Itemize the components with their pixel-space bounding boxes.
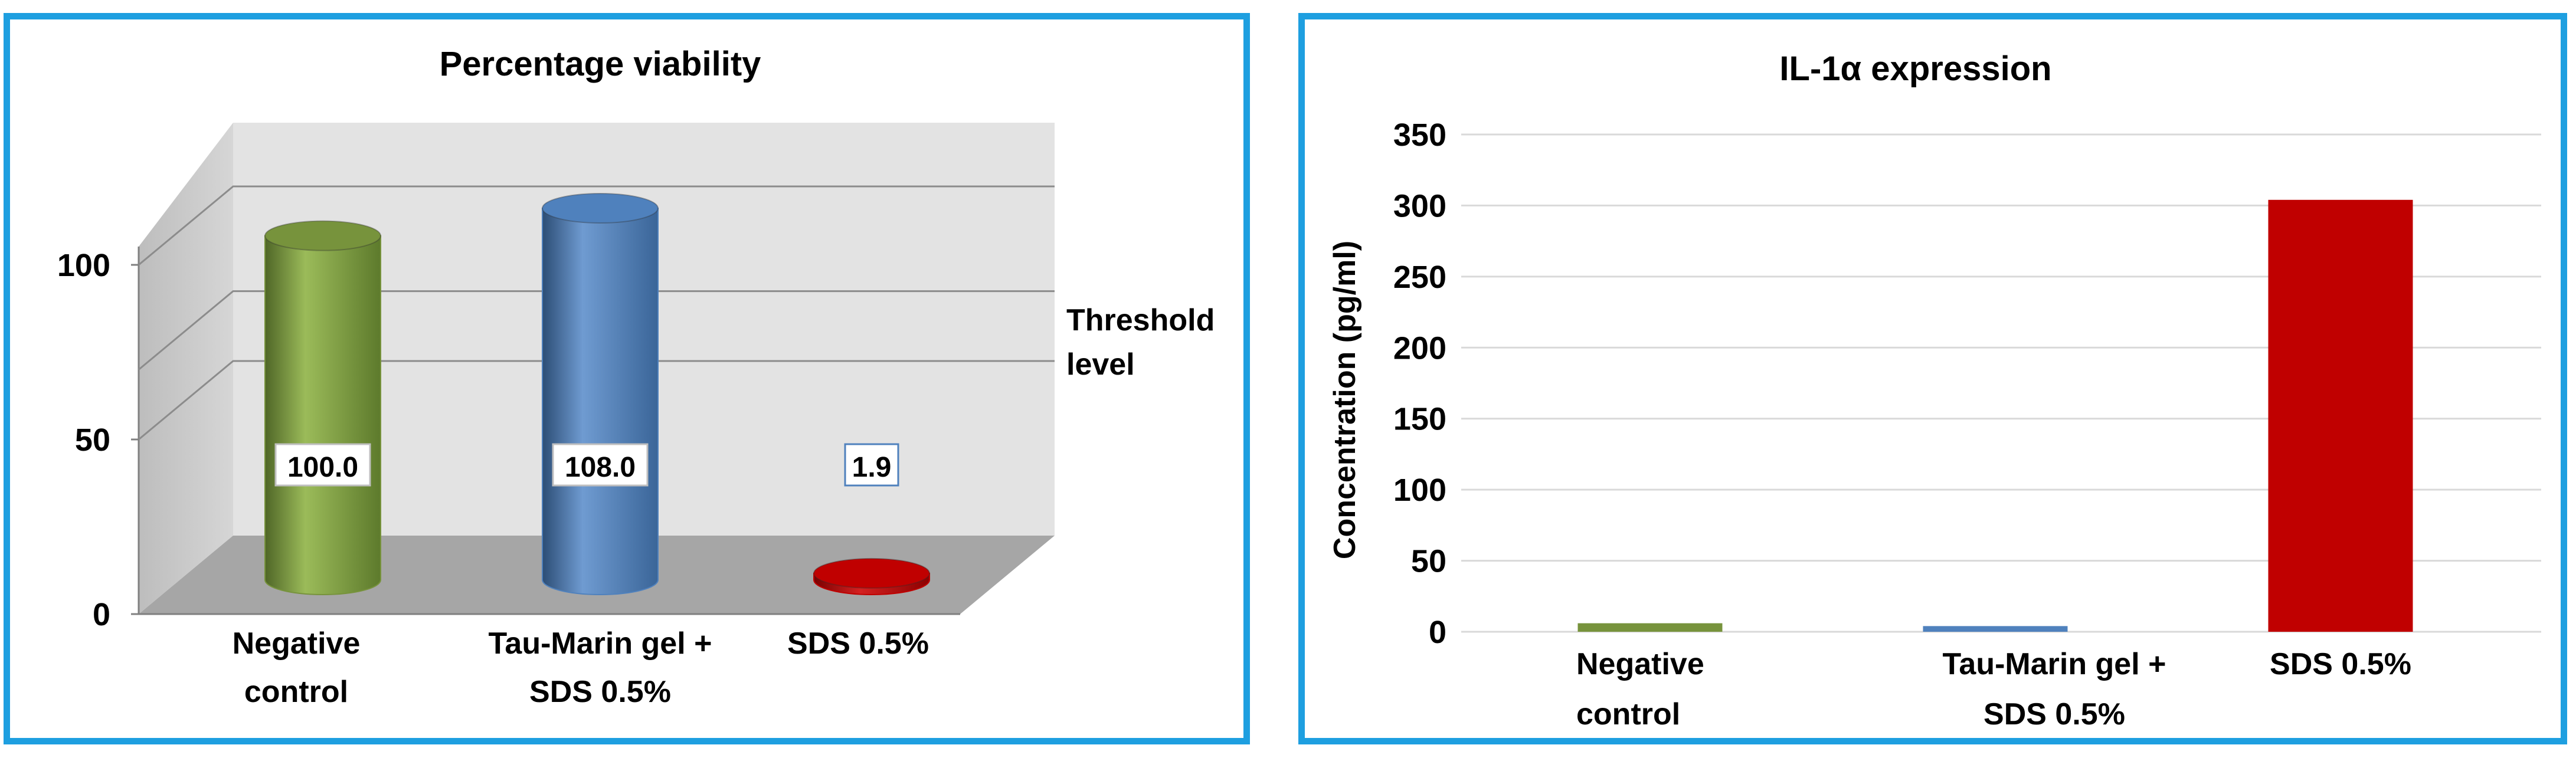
bar-top-3 <box>813 557 930 589</box>
bars <box>1577 199 2413 632</box>
gridline-50 <box>138 360 1055 441</box>
x-label-3-line-1: SDS 0.5% <box>787 626 929 661</box>
data-label-box-2 <box>552 443 649 487</box>
data-label-box-3 <box>844 443 899 487</box>
side-wall <box>139 123 233 614</box>
threshold-label-line-2: level <box>1066 347 1135 382</box>
x-label-2-line-1: Tau-Marin gel + <box>489 626 712 661</box>
bars <box>264 193 930 595</box>
bar-top-1 <box>264 220 381 251</box>
gridlines <box>138 185 1055 441</box>
bar-top-2 <box>542 193 659 224</box>
x-label-1-line-1: Negative <box>1576 647 1704 681</box>
y-axis-ticks: 0 50 100 <box>57 248 139 632</box>
bar-3 <box>813 557 930 595</box>
y-tick-label-50: 50 <box>75 422 110 458</box>
bar-2 <box>542 193 659 595</box>
data-label-box-1 <box>274 443 371 487</box>
data-labels: 100.0 108.0 1.9 <box>274 443 899 487</box>
y-tick-label-50: 50 <box>1411 544 1446 579</box>
gridline-100 <box>138 185 1055 266</box>
y-tick-label-100: 100 <box>57 248 110 283</box>
threshold-label-line-1: Threshold <box>1066 303 1215 337</box>
y-tick-label-250: 250 <box>1393 260 1446 295</box>
y-tick-label-0: 0 <box>93 597 110 632</box>
x-label-1-line-2: control <box>244 675 348 709</box>
y-tick-label-350: 350 <box>1393 117 1446 153</box>
y-axis-title: Concentration (pg/ml) <box>1328 241 1362 559</box>
x-label-1-line-1: Negative <box>233 626 361 661</box>
il1a-chart: IL-1α expression Concentration (pg/ml) 0… <box>1328 50 2541 731</box>
viability-chart-panel: Percentage viability 0 50 100 100.0 108.0 1.… <box>4 13 1250 744</box>
x-axis-labels: Negative control Tau-Marin gel + SDS 0.5% SD… <box>1576 647 2411 731</box>
bar-3 <box>2268 199 2413 632</box>
x-label-1-line-2: control <box>1576 697 1680 731</box>
data-label-2: 108.0 <box>565 452 636 483</box>
x-label-3-line-1: SDS 0.5% <box>2270 647 2411 681</box>
viability-chart: Percentage viability 0 50 100 100.0 108.0 1.… <box>57 45 1215 709</box>
bar-body-2 <box>542 208 659 595</box>
bar-2 <box>1923 626 2068 632</box>
threshold-line <box>138 290 1055 370</box>
bar-body-1 <box>264 235 381 595</box>
data-label-3: 1.9 <box>852 452 892 483</box>
data-label-1: 100.0 <box>287 452 358 483</box>
bar-1 <box>1577 623 1723 632</box>
x-label-2-line-1: Tau-Marin gel + <box>1943 647 2166 681</box>
y-tick-label-100: 100 <box>1393 472 1446 508</box>
y-tick-label-150: 150 <box>1393 402 1446 437</box>
y-axis-ticks: 0 50 100 150 200 250 300 350 <box>1393 117 1446 650</box>
y-tick-label-200: 200 <box>1393 330 1446 366</box>
viability-chart-title: Percentage viability <box>440 45 761 83</box>
x-axis-labels: Negative control Tau-Marin gel + SDS 0.5% SD… <box>233 626 929 709</box>
il1a-chart-panel: IL-1α expression Concentration (pg/ml) 0… <box>1298 13 2567 744</box>
y-tick-label-0: 0 <box>1429 615 1446 650</box>
y-tick-label-300: 300 <box>1393 188 1446 224</box>
bar-1 <box>264 220 381 595</box>
x-label-2-line-2: SDS 0.5% <box>1983 697 2125 731</box>
il1a-chart-title: IL-1α expression <box>1779 50 2051 88</box>
x-label-2-line-2: SDS 0.5% <box>529 675 671 709</box>
